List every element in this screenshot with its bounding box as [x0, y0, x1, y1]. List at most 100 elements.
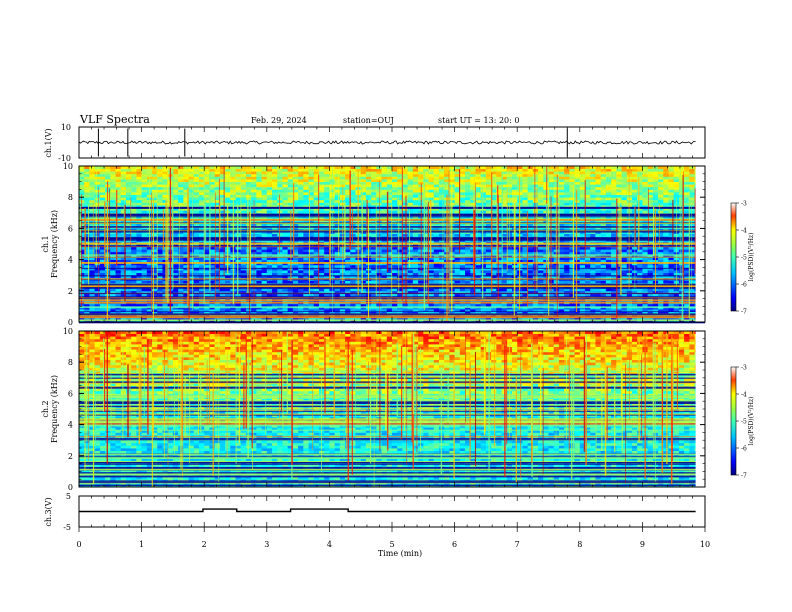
spectrogram-cell	[136, 264, 142, 268]
spectrogram-cell	[428, 270, 435, 273]
spectrogram-cell	[183, 309, 189, 312]
spectrogram-cell	[595, 272, 602, 276]
spectrogram-cell	[334, 270, 341, 273]
spectrogram-cell	[438, 275, 445, 279]
spectrogram-cell	[266, 309, 273, 312]
spectrogram-cell	[99, 290, 106, 294]
spectrogram-cell	[522, 275, 529, 279]
spectrogram-cell	[110, 288, 116, 292]
spectrogram-cell	[89, 233, 96, 237]
spectrogram-cell	[136, 280, 142, 284]
spectrogram-cell	[303, 270, 309, 273]
spectrogram-cell	[558, 272, 565, 276]
spectrogram-cell	[324, 309, 330, 312]
spectrogram-cell	[428, 264, 435, 268]
spectrogram-cell	[188, 309, 195, 312]
spectrogram-cell	[397, 272, 403, 276]
spectrogram-cell	[433, 270, 440, 273]
spectrogram-cell	[553, 311, 560, 315]
spectrogram-cell	[277, 290, 283, 294]
spectrogram-cell	[485, 275, 492, 279]
spectrogram-cell	[110, 309, 116, 312]
spectrogram-cell	[532, 293, 539, 297]
spectrogram-cell	[459, 309, 466, 312]
spectrogram-cell	[480, 293, 487, 297]
spectrogram-cell	[188, 270, 195, 273]
spectrogram-cell	[485, 288, 492, 292]
spectrogram-cell	[459, 290, 466, 294]
spectrogram-cell	[668, 280, 675, 284]
spectrogram-cell	[501, 288, 508, 292]
spectrogram-cell	[256, 233, 262, 237]
spectrogram-cell	[240, 275, 247, 279]
spectrogram-cell	[465, 275, 471, 279]
spectrogram-cell	[172, 311, 179, 315]
spectrogram-cell	[517, 288, 523, 292]
spectrogram-cell	[360, 270, 367, 273]
spectrogram-cell	[261, 272, 268, 276]
spectrogram-cell	[292, 259, 299, 263]
spectrogram-cell	[564, 249, 570, 253]
spectrogram-cell	[110, 311, 116, 315]
spectrogram-cell	[131, 311, 137, 315]
spectrogram-cell	[282, 288, 289, 292]
ch1-spectrogram-image	[79, 166, 706, 324]
spectrogram-cell	[637, 288, 643, 292]
spectrogram-cell	[157, 259, 163, 263]
spectrogram-cell	[621, 280, 628, 284]
spectrogram-cell	[496, 264, 502, 268]
spectrogram-cell	[579, 249, 586, 253]
spectrogram-cell	[621, 249, 628, 253]
spectrogram-cell	[506, 259, 513, 263]
spectrogram-cell	[345, 259, 351, 263]
spectrogram-cell	[146, 309, 153, 312]
spectrogram-cell	[131, 264, 137, 268]
spectrogram-cell	[564, 275, 570, 279]
spectrogram-cell	[99, 267, 106, 271]
spectrogram-cell	[381, 309, 388, 312]
spectrogram-cell	[611, 309, 617, 312]
spectrogram-cell	[266, 293, 273, 297]
spectrogram-cell	[590, 264, 596, 268]
spectrogram-cell	[261, 259, 268, 263]
spectrogram-cell	[475, 264, 482, 268]
spectrogram-cell	[110, 303, 116, 307]
spectrogram-cell	[209, 272, 216, 276]
spectrogram-cell	[491, 275, 497, 279]
spectrogram-cell	[402, 280, 409, 284]
spectrogram-cell	[600, 267, 607, 271]
spectrogram-cell	[517, 290, 523, 294]
spectrogram-cell	[506, 275, 513, 279]
spectrogram-cell	[152, 270, 158, 273]
spectrogram-cell	[402, 275, 409, 279]
spectrogram-cell	[198, 270, 205, 273]
spectrogram-cell	[136, 275, 142, 279]
spectrogram-cell	[131, 270, 137, 273]
spectrogram-cell	[313, 280, 320, 284]
spectrogram-cell	[465, 288, 471, 292]
spectrogram-cell	[569, 311, 575, 315]
spectrogram-cell	[303, 288, 309, 292]
spectrogram-cell	[642, 275, 649, 279]
spectrogram-cell	[292, 309, 299, 312]
spectrogram-cell	[214, 311, 221, 315]
spectrogram-cell	[673, 309, 680, 312]
spectrogram-cell	[428, 259, 435, 263]
spectrogram-cell	[298, 264, 304, 268]
spectrogram-cell	[590, 233, 596, 237]
spectrogram-cell	[532, 259, 539, 263]
spectrogram-cell	[277, 288, 283, 292]
spectrogram-cell	[579, 280, 586, 284]
spectrogram-cell	[449, 311, 455, 315]
spectrogram-cell	[600, 288, 607, 292]
spectrogram-cell	[386, 290, 393, 294]
spectrogram-cell	[303, 264, 309, 268]
spectrogram-cell	[558, 290, 565, 294]
spectrogram-cell	[193, 293, 200, 297]
spectrogram-cell	[428, 280, 435, 284]
spectrogram-cell	[392, 288, 398, 292]
spectrogram-cell	[198, 280, 205, 284]
spectrogram-cell	[251, 309, 257, 312]
spectrogram-cell	[261, 275, 268, 279]
spectrogram-cell	[626, 249, 633, 253]
